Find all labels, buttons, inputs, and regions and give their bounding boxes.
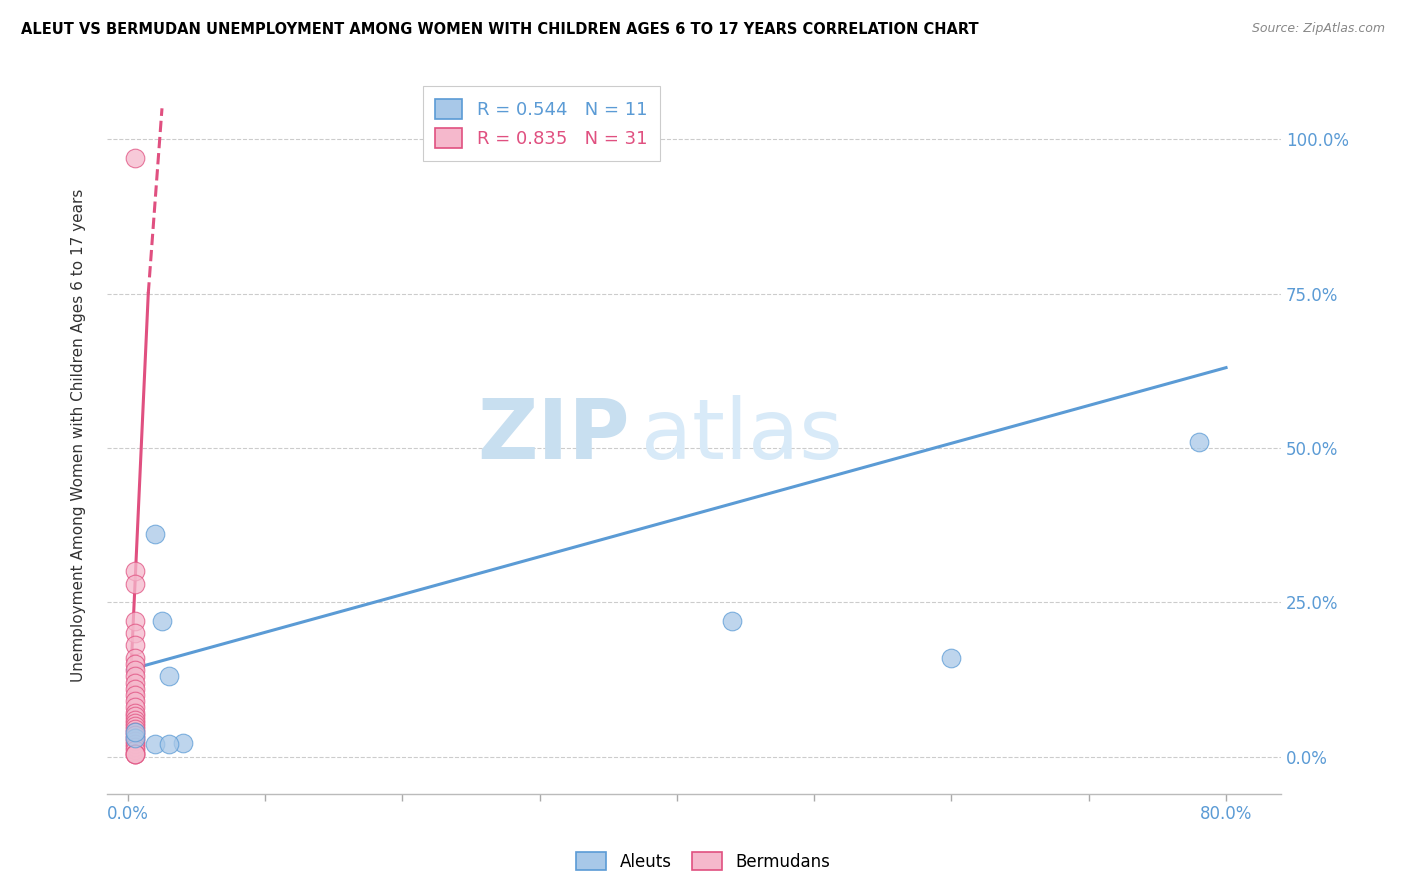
Point [124,694,146,708]
Point [124,650,146,665]
Point [124,713,146,727]
Legend: R = 0.544   N = 11, R = 0.835   N = 31: R = 0.544 N = 11, R = 0.835 N = 31 [423,87,659,161]
Point [172,736,194,750]
Point [124,747,146,761]
Point [124,681,146,696]
Point [157,737,180,751]
Point [124,743,146,757]
Text: ALEUT VS BERMUDAN UNEMPLOYMENT AMONG WOMEN WITH CHILDREN AGES 6 TO 17 YEARS CORR: ALEUT VS BERMUDAN UNEMPLOYMENT AMONG WOM… [21,22,979,37]
Point [124,728,146,742]
Point [124,715,146,730]
Point [124,747,146,761]
Legend: Aleuts, Bermudans: Aleuts, Bermudans [568,844,838,880]
Text: ZIP: ZIP [477,395,630,476]
Point [941,650,963,665]
Point [124,719,146,733]
Point [124,576,146,591]
Point [124,722,146,736]
Point [124,626,146,640]
Point [157,669,180,683]
Point [124,747,146,761]
Point [124,737,146,751]
Point [124,734,146,748]
Point [720,614,742,628]
Point [124,731,146,745]
Point [150,614,173,628]
Point [124,706,146,721]
Point [124,700,146,714]
Point [124,614,146,628]
Point [1187,434,1209,449]
Text: Source: ZipAtlas.com: Source: ZipAtlas.com [1251,22,1385,36]
Point [124,669,146,683]
Point [124,740,146,755]
Point [124,663,146,677]
Point [143,527,166,541]
Y-axis label: Unemployment Among Women with Children Ages 6 to 17 years: Unemployment Among Women with Children A… [72,189,86,682]
Point [124,657,146,671]
Point [124,565,146,579]
Point [143,737,166,751]
Point [124,675,146,690]
Point [124,731,146,745]
Point [124,151,146,165]
Point [124,709,146,723]
Point [124,725,146,739]
Text: atlas: atlas [641,395,844,476]
Point [124,639,146,653]
Point [124,688,146,702]
Point [124,725,146,739]
